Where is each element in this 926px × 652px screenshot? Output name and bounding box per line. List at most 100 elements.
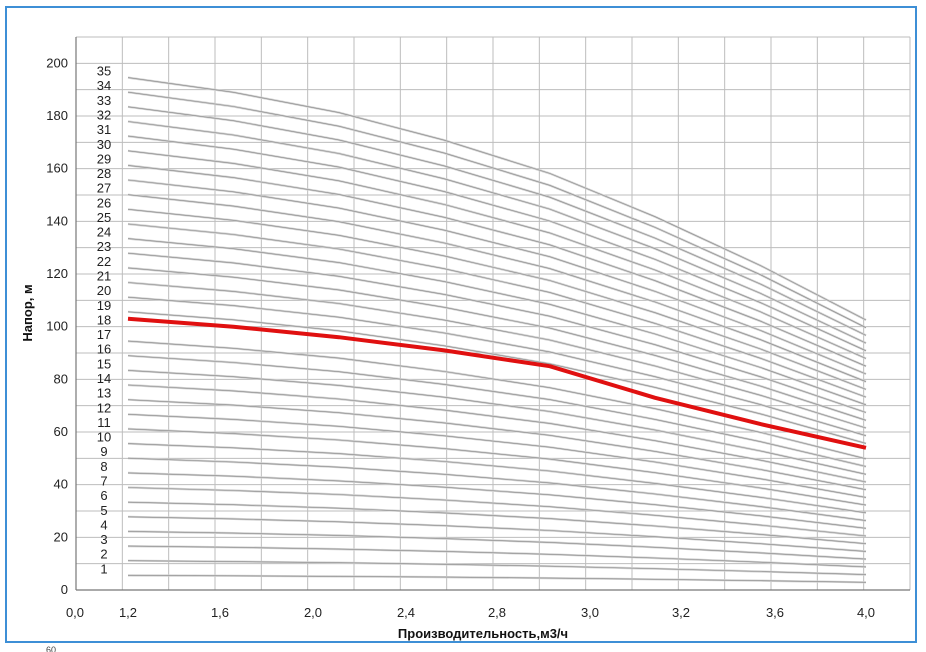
stage-curve-outline-27	[127, 194, 867, 382]
stage-curve-outline-15	[127, 370, 867, 475]
stage-curve-outline-32	[127, 121, 867, 344]
curve-label-29: 29	[97, 151, 111, 166]
curve-label-10: 10	[97, 430, 111, 445]
y-tick-label: 100	[46, 319, 68, 334]
stage-curve-outline-34	[127, 91, 867, 328]
curve-label-7: 7	[100, 474, 107, 489]
curve-label-32: 32	[97, 107, 111, 122]
curve-label-14: 14	[97, 371, 111, 386]
curve-label-26: 26	[97, 195, 111, 210]
stage-curve-outline-17	[127, 340, 867, 460]
stage-curve-outline-26	[127, 209, 867, 390]
curves	[127, 76, 867, 584]
stage-curve-outline-16	[127, 355, 867, 467]
stage-curve-outline-21	[127, 282, 867, 429]
curve-label-17: 17	[97, 327, 111, 342]
curve-label-16: 16	[97, 342, 111, 357]
curve-label-27: 27	[97, 181, 111, 196]
stage-curve-outline-25	[127, 223, 867, 398]
stage-curve-outline-20	[127, 296, 867, 436]
curve-label-35: 35	[97, 64, 111, 79]
stage-curve-outline-19	[127, 311, 867, 444]
curve-label-19: 19	[97, 298, 111, 313]
stage-curve-1	[127, 574, 867, 584]
page-number-fragment: 60	[46, 646, 57, 652]
x-axis-title: Производительность,м3/ч	[398, 626, 568, 641]
x-tick-label: 2,8	[488, 605, 506, 620]
stage-curve-outline-6	[127, 501, 867, 544]
y-tick-label: 0	[61, 582, 68, 597]
curve-label-31: 31	[97, 122, 111, 137]
curve-label-18: 18	[97, 312, 111, 327]
stage-curve-outline-1	[127, 575, 867, 583]
x-tick-label: 0,0	[66, 605, 84, 620]
curve-label-25: 25	[97, 210, 111, 225]
stage-curve-29	[127, 164, 867, 368]
curve-label-8: 8	[100, 459, 107, 474]
curve-label-4: 4	[100, 517, 107, 532]
stage-curve-outline-2	[127, 560, 867, 575]
stage-curve-outline-30	[127, 150, 867, 359]
curve-label-15: 15	[97, 356, 111, 371]
stage-curve-outline-24	[127, 238, 867, 406]
curve-label-2: 2	[100, 547, 107, 562]
curve-label-23: 23	[97, 239, 111, 254]
stage-curve-outline-28	[127, 179, 867, 375]
curve-label-6: 6	[100, 488, 107, 503]
stage-curve-outline-7	[127, 487, 867, 537]
y-tick-label: 20	[54, 529, 68, 544]
stage-curve-outline-29	[127, 165, 867, 367]
stage-curve-outline-35	[127, 77, 867, 321]
stage-curve-outline-33	[127, 106, 867, 336]
curve-label-1: 1	[100, 561, 107, 576]
x-tick-label: 3,6	[766, 605, 784, 620]
stage-curve-outline-4	[127, 531, 867, 560]
curve-label-13: 13	[97, 386, 111, 401]
curve-label-30: 30	[97, 137, 111, 152]
stage-curve-4	[127, 530, 867, 561]
x-tick-label: 3,2	[672, 605, 690, 620]
stage-curve-outline-31	[127, 135, 867, 352]
curve-label-33: 33	[97, 93, 111, 108]
stage-curve-outline-23	[127, 252, 867, 413]
stage-curve-outline-12	[127, 414, 867, 498]
curve-label-11: 11	[97, 415, 111, 430]
highlighted-curve-18	[127, 316, 867, 450]
y-tick-label: 180	[46, 108, 68, 123]
curve-label-24: 24	[97, 225, 111, 240]
stage-curve-35	[127, 76, 867, 321]
x-tick-label: 1,6	[211, 605, 229, 620]
x-tick-label: 2,0	[304, 605, 322, 620]
y-tick-label: 120	[46, 266, 68, 281]
x-tick-label: 1,2	[119, 605, 137, 620]
x-tick-label: 4,0	[857, 605, 875, 620]
curve-label-20: 20	[97, 283, 111, 298]
curve-label-9: 9	[100, 444, 107, 459]
curve-label-22: 22	[97, 254, 111, 269]
y-tick-label: 160	[46, 161, 68, 176]
y-tick-label: 140	[46, 213, 68, 228]
x-tick-label: 3,0	[581, 605, 599, 620]
stage-curve-outline-3	[127, 545, 867, 568]
stage-curve-outline-9	[127, 457, 867, 521]
highlight-curve-layer	[127, 316, 867, 450]
curve-labels: 1234567891011121314151617181920212223242…	[97, 64, 111, 577]
stage-curve-outline-10	[127, 443, 867, 514]
curve-label-12: 12	[97, 400, 111, 415]
y-tick-label: 60	[54, 424, 68, 439]
stage-curve-outline-13	[127, 399, 867, 490]
curve-label-34: 34	[97, 78, 111, 93]
curve-label-28: 28	[97, 166, 111, 181]
stage-curve-27	[127, 193, 867, 383]
y-axis-title: Напор, м	[20, 284, 35, 341]
y-tick-label: 80	[54, 371, 68, 386]
stage-curve-outline-8	[127, 472, 867, 529]
curve-label-5: 5	[100, 503, 107, 518]
curve-label-21: 21	[97, 269, 111, 284]
stage-curve-outline-5	[127, 516, 867, 552]
stage-curve-outline-22	[127, 267, 867, 421]
curve-label-3: 3	[100, 532, 107, 547]
stage-curve-outline-14	[127, 384, 867, 483]
